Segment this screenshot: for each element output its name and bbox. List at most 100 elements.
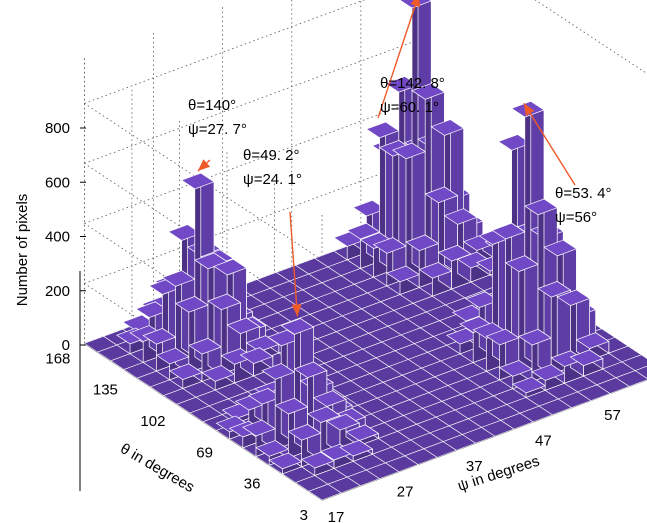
bar-top-face [452, 304, 486, 322]
psi-tick-label: 57 [604, 407, 621, 424]
bar-top-face [418, 262, 453, 279]
z-tick-label: 800 [45, 120, 70, 137]
bar-top-face [512, 376, 546, 394]
peak-annotation-line: θ=49. 2° [243, 147, 299, 164]
bar-top-face [372, 237, 407, 254]
peak-arrow [289, 211, 299, 317]
bar-top-face [300, 451, 335, 469]
bar-top-face [345, 424, 380, 441]
histogram-bar [512, 376, 546, 398]
theta-tick-label: 36 [244, 476, 261, 493]
bar-top-face [274, 397, 309, 415]
bar-top-face [242, 419, 276, 437]
peak-annotation-line: ψ=27. 7° [188, 121, 247, 138]
peak-annotation-line: ψ=24. 1° [243, 171, 302, 188]
bar-top-face [180, 172, 215, 190]
bar-top-face [405, 234, 440, 252]
bar-top-face [411, 83, 446, 100]
bar-top-face [306, 406, 341, 423]
peak-annotation-line: ψ=56° [555, 209, 597, 226]
bar-top-face [155, 347, 190, 365]
peak-arrows [197, 0, 576, 317]
bar-top-face [543, 239, 578, 257]
bar-top-face [386, 265, 420, 283]
bar-top-face [346, 222, 381, 240]
psi-tick-label: 17 [328, 509, 345, 523]
bar-top-face [213, 258, 248, 276]
histogram-bar [569, 349, 604, 377]
bar-top-face [352, 199, 387, 217]
bar-top-face [491, 222, 526, 240]
peak-arrow-head [291, 304, 302, 317]
bar-top-face [248, 388, 282, 405]
histogram-bar [339, 439, 374, 462]
bar-top-face [268, 452, 303, 470]
bar-top-face [267, 329, 302, 347]
bar-top-face [384, 76, 419, 93]
bar-top-face [446, 327, 480, 345]
z-tick-label: 200 [45, 283, 70, 300]
bar-top-face [201, 365, 236, 382]
peak-arrow [523, 102, 576, 186]
bar-top-face [430, 119, 465, 136]
bar-top-face [339, 439, 374, 457]
peak-annotations: θ=140° ψ=27. 7° θ=142. 8° ψ=60. 1° θ=49. 2° ψ… [188, 75, 611, 226]
psi-tick-label: 27 [397, 483, 414, 500]
bar-top-face [207, 293, 242, 311]
z-tick-label: 400 [45, 229, 70, 246]
bar-top-face [293, 361, 328, 379]
bar-top-face [504, 255, 539, 272]
gridline-back-wall [84, 0, 366, 104]
bar-top-face [518, 328, 552, 346]
theta-axis-label: θ in degrees [117, 440, 197, 496]
bar-top-face [245, 335, 280, 352]
bar-top-face [365, 121, 400, 139]
peak-arrow-head [410, 0, 420, 8]
histogram-bar [168, 363, 203, 390]
bar-top-face [326, 413, 360, 431]
peak-arrow-head [197, 159, 211, 171]
bar-top-face [524, 198, 558, 216]
floor-cell [621, 354, 647, 371]
peak-annotation-line: ψ=60. 1° [380, 99, 439, 116]
bar-top-face [255, 440, 290, 457]
bar-top-face [443, 208, 478, 225]
tick-labels: 020040060080017273747576733669102135168 [45, 120, 621, 523]
theta-tick-label: 69 [196, 444, 213, 461]
gridline-back-wall [84, 155, 431, 284]
bar-top-face [465, 291, 500, 308]
theta-tick-label: 102 [140, 413, 165, 430]
bar-top-face [161, 270, 196, 287]
z-tick-label: 0 [62, 337, 70, 354]
bar-top-face [188, 337, 222, 355]
peak-arrow-head [523, 103, 535, 116]
bar-top-face [392, 142, 426, 160]
gridline-right-edge [534, 0, 647, 75]
bar-top-face [569, 349, 604, 367]
z-tick-label: 600 [45, 174, 70, 191]
peak-annotation-line: θ=140° [188, 97, 236, 114]
bar-top-face [531, 364, 566, 381]
psi-tick-label: 47 [535, 432, 552, 449]
bar-top-face [537, 281, 572, 298]
bar-top-face [239, 347, 274, 364]
peak-annotation-line: θ=53. 4° [555, 185, 611, 202]
bar-top-face [168, 363, 203, 380]
theta-tick-label: 135 [93, 382, 118, 399]
bar-top-face [312, 390, 347, 407]
bars [116, 0, 610, 477]
bar-top-face [261, 363, 296, 380]
bar-top-face [280, 318, 315, 335]
psi-tick-label: 37 [466, 458, 483, 475]
bar-top-face [424, 186, 459, 204]
histogram-bar [418, 261, 453, 297]
floor-cell [634, 365, 647, 379]
gridline-back-wall [84, 95, 431, 224]
bar-top-face [556, 289, 591, 306]
peak-annotation-line: θ=142. 8° [380, 75, 445, 92]
bar-top-face [485, 328, 520, 346]
bar-top-face [226, 317, 261, 335]
histogram-bar [287, 423, 322, 468]
bar-top-face [174, 296, 209, 313]
